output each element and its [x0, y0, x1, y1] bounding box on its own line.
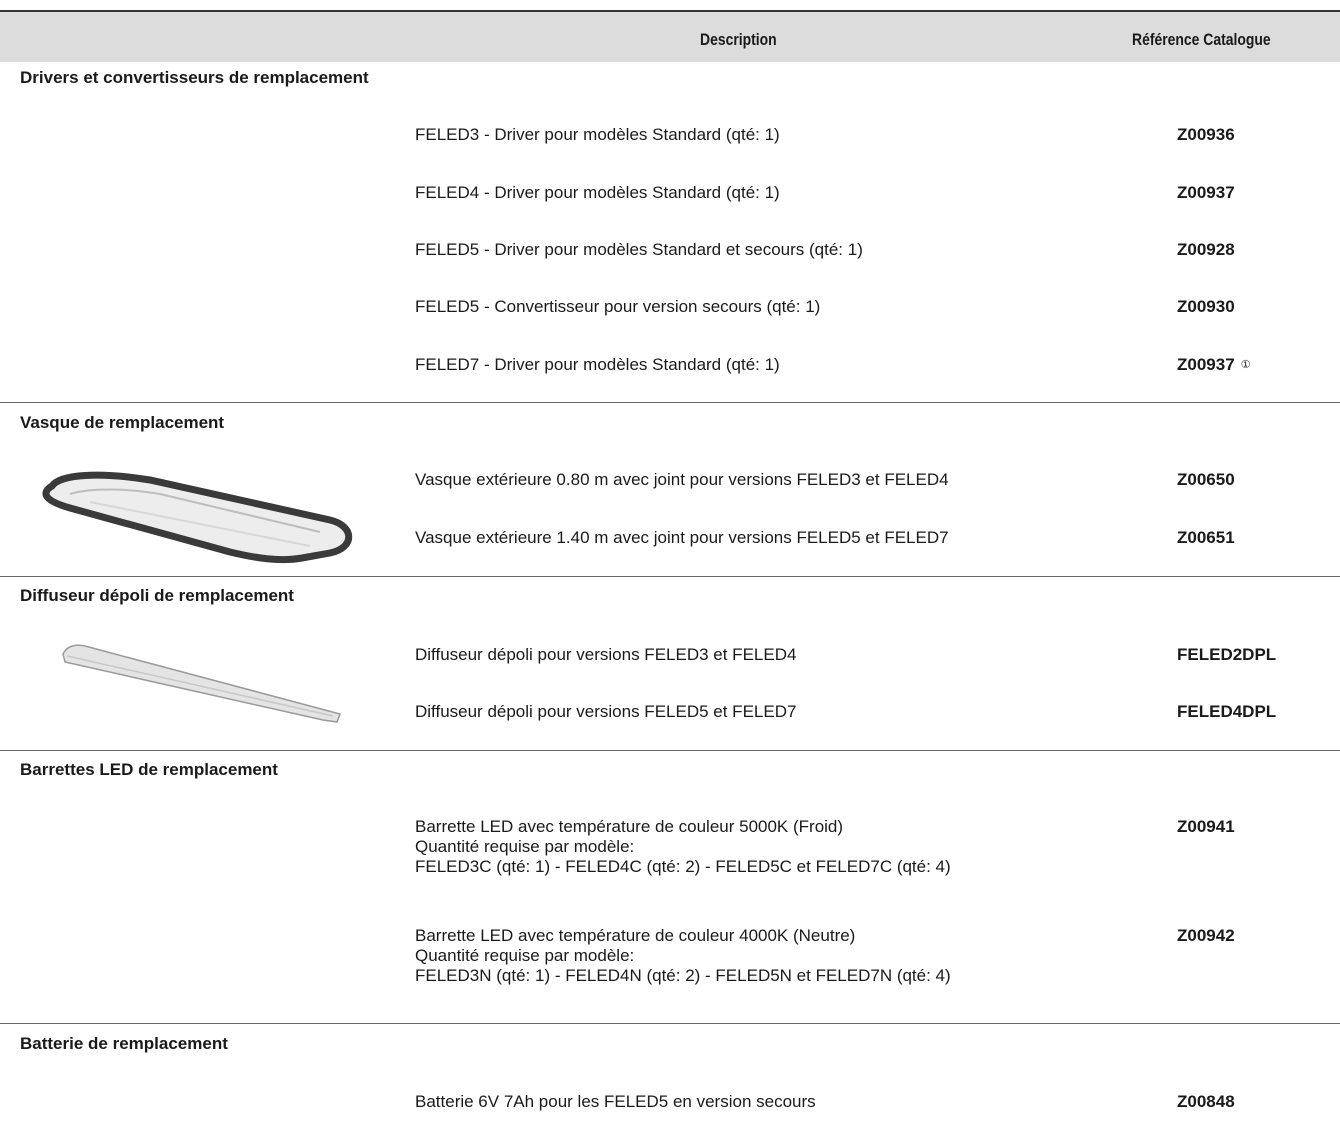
item-reference: Z00651 — [1177, 528, 1235, 547]
item-description-line: Quantité requise par modèle: — [415, 946, 635, 965]
item-description: Batterie 6V 7Ah pour les FELED5 en versi… — [415, 1092, 816, 1111]
item-description: Vasque extérieure 0.80 m avec joint pour… — [415, 470, 949, 489]
item-reference: FELED2DPL — [1177, 645, 1277, 664]
item-description: Diffuseur dépoli pour versions FELED3 et… — [415, 645, 797, 664]
item-description: Diffuseur dépoli pour versions FELED5 et… — [415, 702, 797, 721]
item-description-multiline: Barrette LED avec température de couleur… — [415, 817, 951, 877]
item-description: Vasque extérieure 1.40 m avec joint pour… — [415, 528, 949, 547]
item-description-line: Barrette LED avec température de couleur… — [415, 926, 856, 945]
item-reference: Z00650 — [1177, 470, 1235, 489]
item-description: FELED5 - Driver pour modèles Standard et… — [415, 240, 863, 259]
item-reference: Z00937 — [1177, 183, 1235, 202]
item-description-line: FELED3N (qté: 1) - FELED4N (qté: 2) - FE… — [415, 966, 951, 985]
item-reference: Z00848 — [1177, 1092, 1235, 1111]
item-reference: Z00941 — [1177, 817, 1235, 836]
section-separator — [0, 576, 1340, 577]
item-description: FELED7 - Driver pour modèles Standard (q… — [415, 355, 780, 374]
item-reference: Z00930 — [1177, 297, 1235, 316]
section-separator — [0, 402, 1340, 403]
section-separator — [0, 1023, 1340, 1024]
section-title-batterie: Batterie de remplacement — [20, 1034, 228, 1053]
item-reference: FELED4DPL — [1177, 702, 1277, 721]
item-description-multiline: Barrette LED avec température de couleur… — [415, 926, 951, 986]
vasque-illustration — [42, 471, 353, 564]
item-description-line: Barrette LED avec température de couleur… — [415, 817, 844, 836]
item-description: FELED4 - Driver pour modèles Standard (q… — [415, 183, 780, 202]
item-reference: Z00937 — [1177, 355, 1235, 374]
item-reference: Z00936 — [1177, 125, 1235, 144]
table-header: Description Référence Catalogue — [0, 12, 1340, 62]
item-description-line: Quantité requise par modèle: — [415, 837, 635, 856]
section-title-diffuseur: Diffuseur dépoli de remplacement — [20, 586, 294, 605]
item-reference-with-note: Z00937 ① — [1177, 355, 1251, 375]
section-title-vasque: Vasque de remplacement — [20, 413, 225, 432]
item-description: FELED3 - Driver pour modèles Standard (q… — [415, 125, 780, 144]
diffuseur-illustration — [62, 644, 341, 723]
item-reference: Z00942 — [1177, 926, 1235, 945]
item-reference: Z00928 — [1177, 240, 1235, 259]
section-separator — [0, 750, 1340, 751]
section-title-drivers: Drivers et convertisseurs de remplacemen… — [20, 68, 369, 87]
column-header-reference: Référence Catalogue — [1132, 30, 1271, 49]
section-title-barrettes: Barrettes LED de remplacement — [20, 760, 278, 779]
footnote-mark: ① — [1240, 359, 1251, 371]
item-description: FELED5 - Convertisseur pour version seco… — [415, 297, 821, 316]
column-header-description: Description — [700, 30, 777, 49]
top-rule — [0, 10, 1340, 12]
item-description-line: FELED3C (qté: 1) - FELED4C (qté: 2) - FE… — [415, 857, 951, 876]
